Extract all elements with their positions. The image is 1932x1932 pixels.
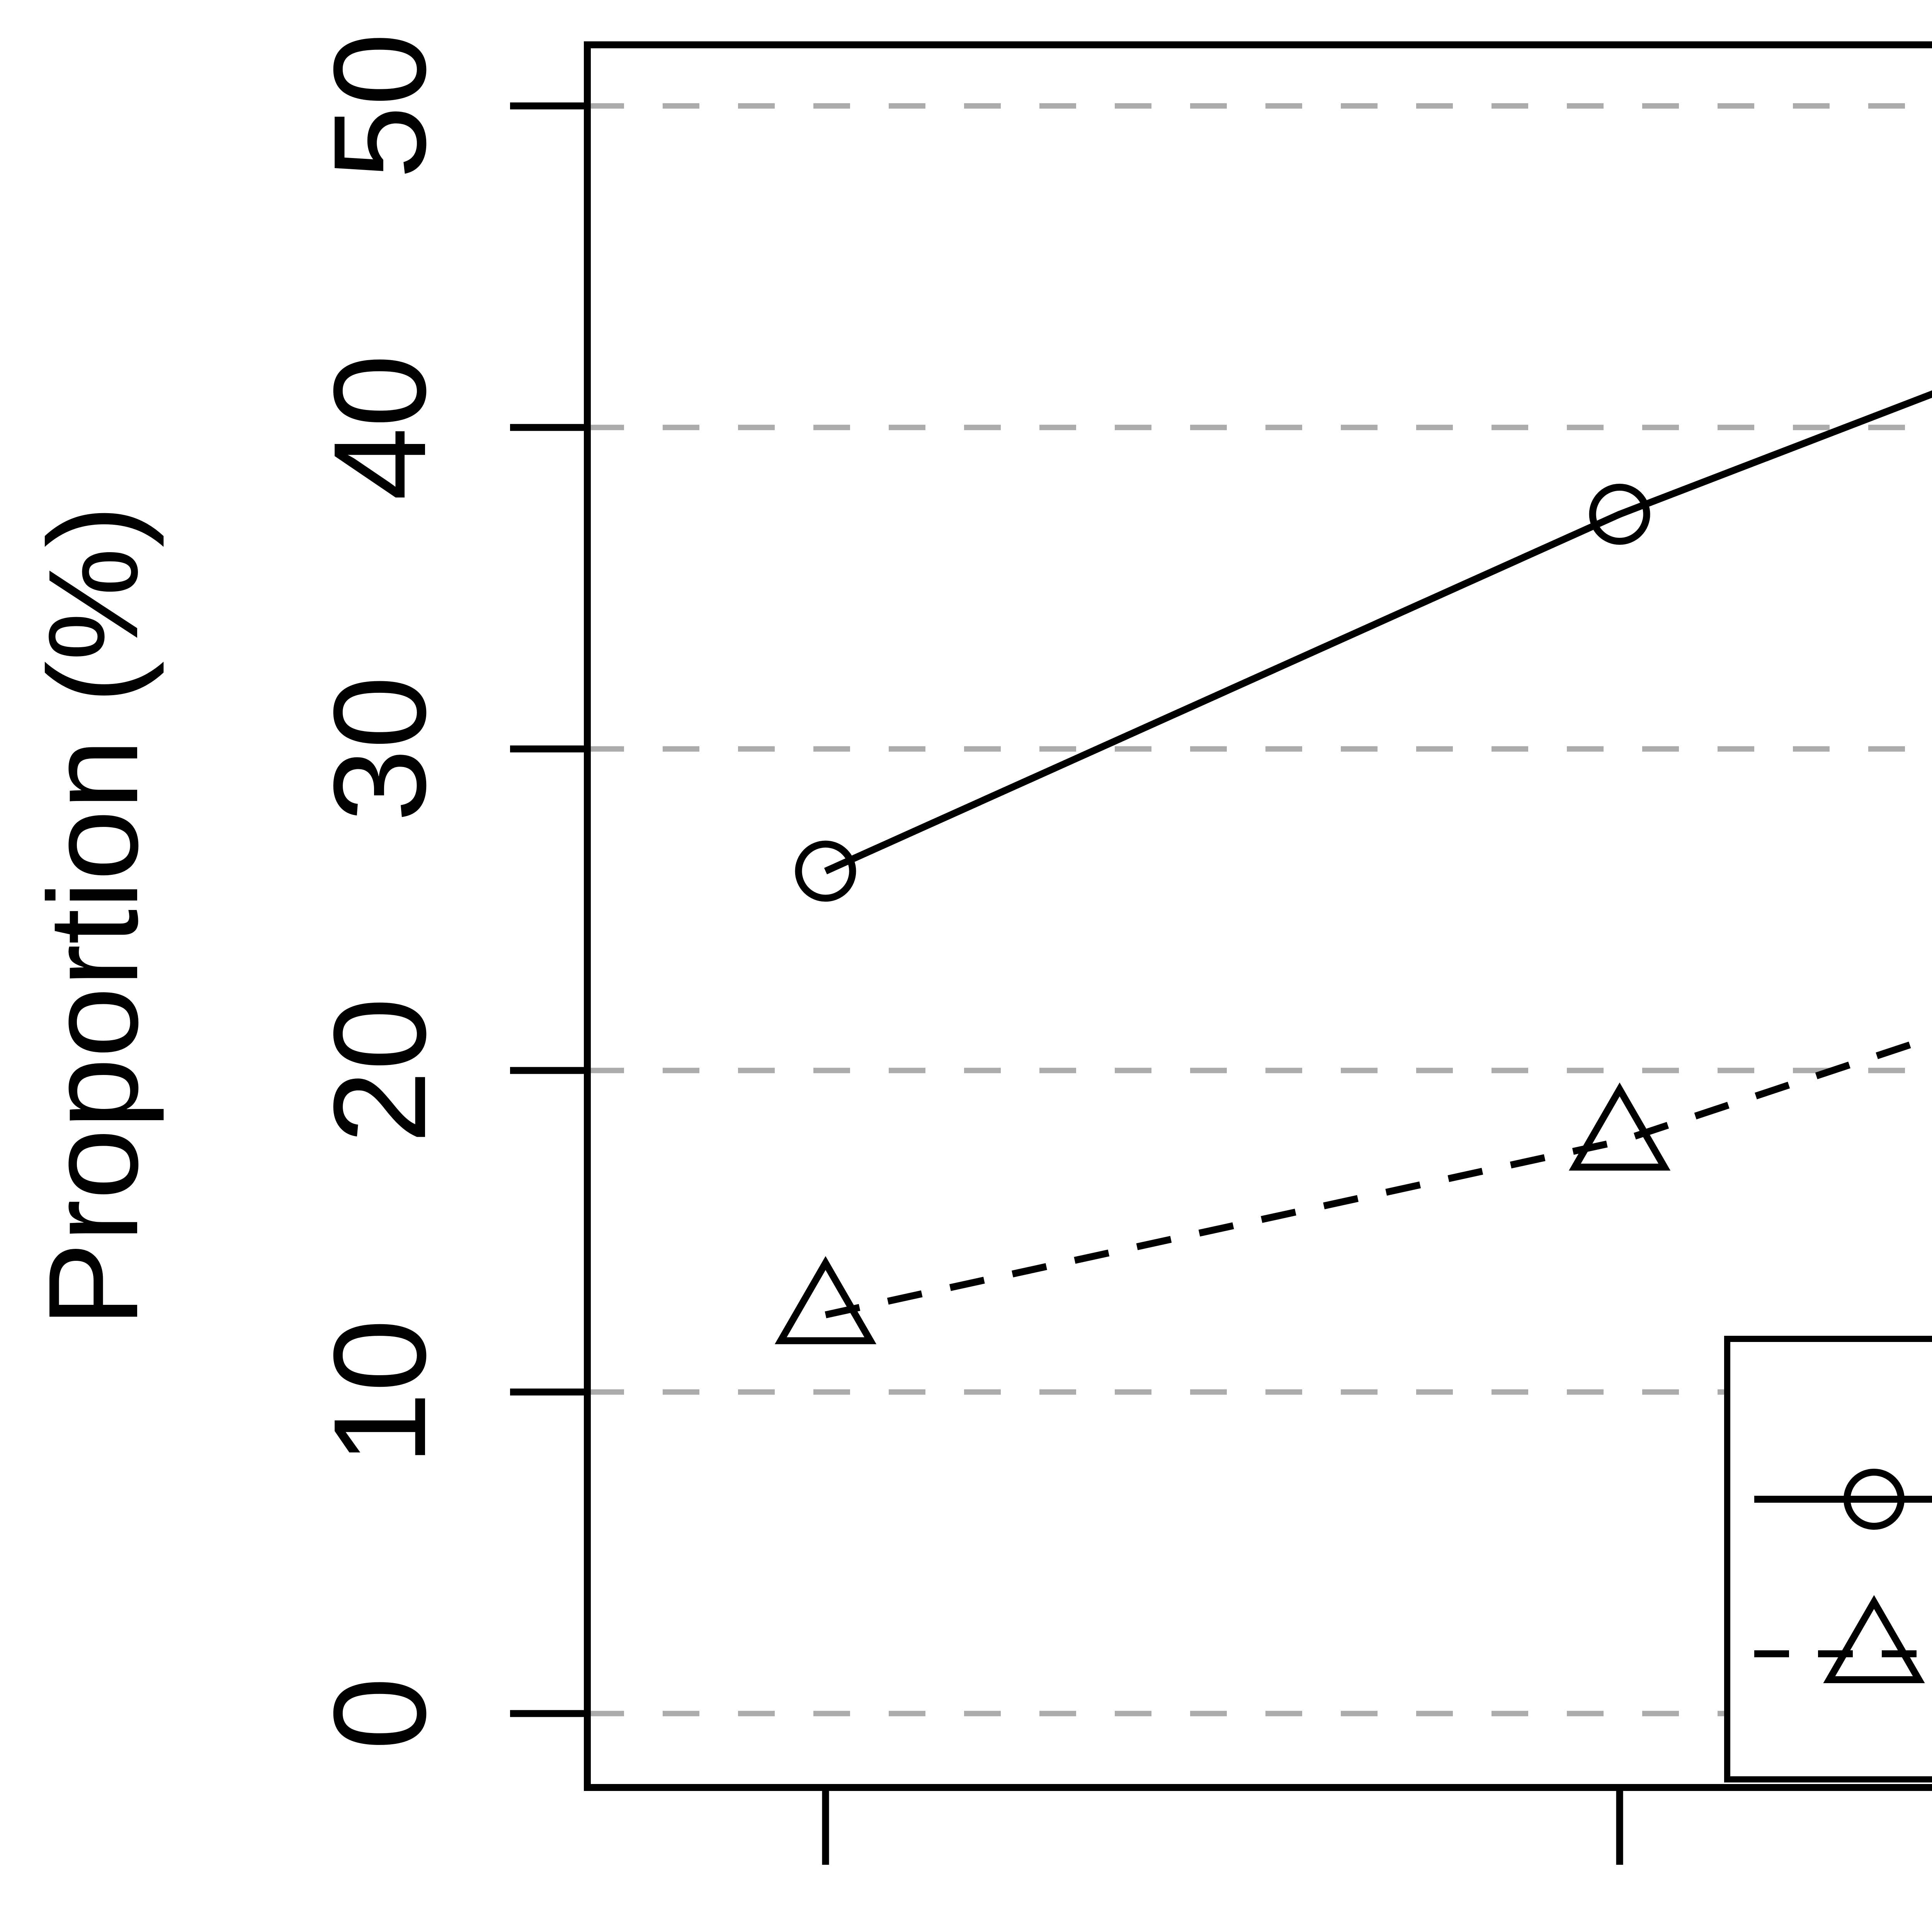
y-axis-ticks: 0 10 20 30 40 50 bbox=[306, 33, 587, 1750]
legend: Age 40+ Age <40 bbox=[1724, 1336, 1932, 1782]
y-tick-label: 50 bbox=[306, 33, 453, 179]
triangle-marker bbox=[774, 1256, 877, 1344]
plot-box bbox=[584, 41, 1932, 1791]
circle-marker bbox=[1589, 483, 1650, 545]
legend-entry: Age <40 bbox=[1754, 1595, 1932, 1683]
series-0 bbox=[795, 390, 1932, 902]
triangle-marker bbox=[1823, 1595, 1925, 1683]
y-tick-label: 30 bbox=[306, 676, 453, 822]
y-tick-label: 40 bbox=[306, 354, 453, 500]
triangle-marker bbox=[1569, 1082, 1671, 1171]
series-line bbox=[825, 1034, 1932, 1318]
y-axis-title: Proportion (%) bbox=[22, 505, 165, 1327]
x-axis-ticks: 234 bbox=[822, 1787, 1623, 1865]
series-line bbox=[824, 390, 1932, 874]
y-tick-label: 0 bbox=[306, 1677, 453, 1750]
y-tick-label: 20 bbox=[306, 997, 453, 1143]
series-1 bbox=[774, 1034, 1932, 1344]
y-tick-label: 10 bbox=[306, 1319, 453, 1465]
circle-marker bbox=[1844, 1469, 1905, 1530]
legend-box bbox=[1724, 1336, 1932, 1782]
legend-entry: Age 40+ bbox=[1754, 1469, 1932, 1530]
circle-marker bbox=[795, 840, 856, 902]
data-series bbox=[774, 390, 1932, 1344]
